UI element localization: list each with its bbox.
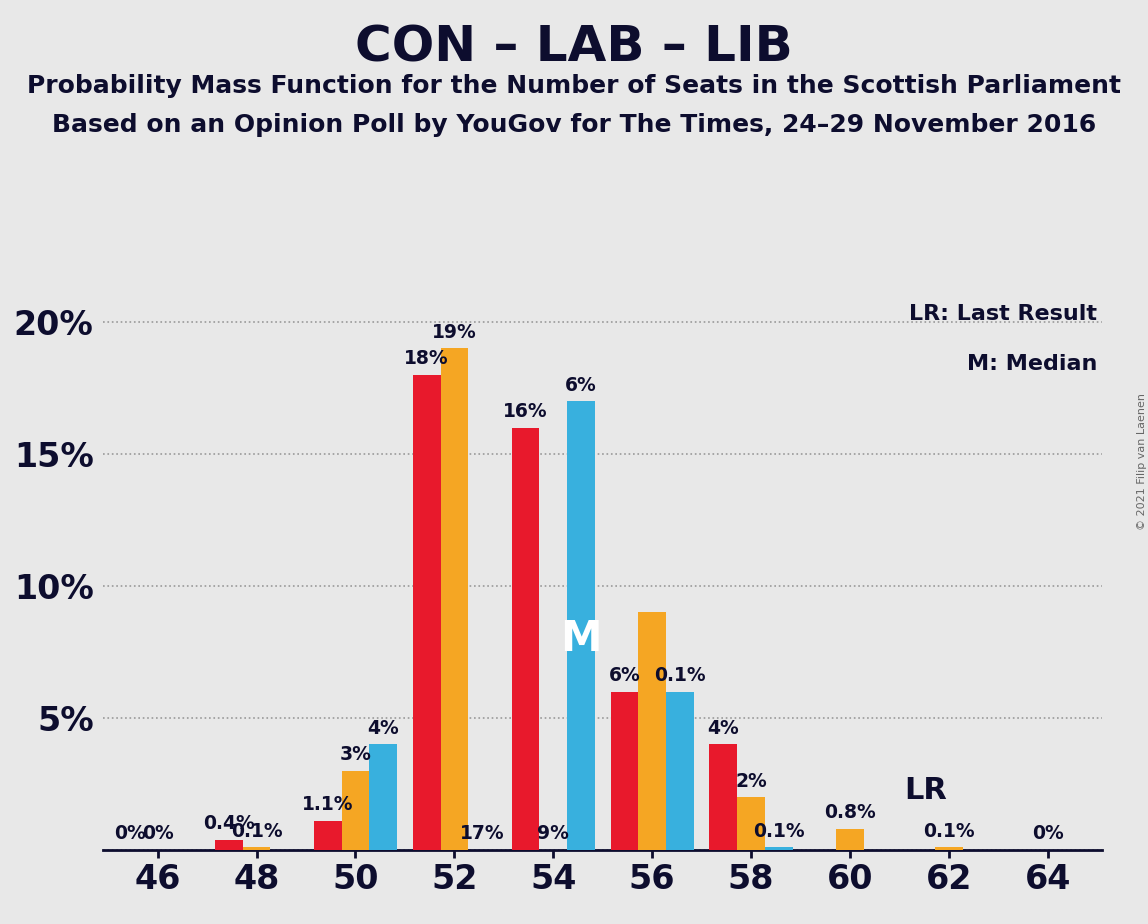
Text: 17%: 17%: [459, 824, 504, 844]
Bar: [765, 847, 792, 850]
Text: 16%: 16%: [503, 402, 548, 421]
Text: LR: Last Result: LR: Last Result: [909, 304, 1097, 324]
Text: 3%: 3%: [340, 746, 372, 764]
Bar: [611, 692, 638, 850]
Text: Probability Mass Function for the Number of Seats in the Scottish Parliament: Probability Mass Function for the Number…: [28, 74, 1120, 98]
Bar: [836, 829, 863, 850]
Text: 18%: 18%: [404, 349, 449, 369]
Text: Based on an Opinion Poll by YouGov for The Times, 24–29 November 2016: Based on an Opinion Poll by YouGov for T…: [52, 113, 1096, 137]
Text: 0.1%: 0.1%: [654, 666, 706, 685]
Text: 0.8%: 0.8%: [824, 803, 876, 822]
Text: 0.1%: 0.1%: [231, 821, 282, 841]
Text: M: Median: M: Median: [967, 354, 1097, 374]
Text: 0%: 0%: [1032, 824, 1063, 844]
Text: 0%: 0%: [142, 824, 173, 844]
Text: 19%: 19%: [432, 322, 476, 342]
Bar: [215, 840, 242, 850]
Bar: [512, 428, 540, 850]
Text: 1.1%: 1.1%: [302, 796, 354, 814]
Text: 4%: 4%: [367, 719, 400, 738]
Text: 6%: 6%: [565, 376, 597, 395]
Bar: [709, 745, 737, 850]
Text: 6%: 6%: [608, 666, 641, 685]
Bar: [934, 847, 963, 850]
Text: 0%: 0%: [114, 824, 146, 844]
Bar: [737, 797, 765, 850]
Text: 2%: 2%: [735, 772, 767, 791]
Bar: [313, 821, 342, 850]
Text: LR: LR: [905, 776, 947, 805]
Bar: [242, 847, 271, 850]
Text: 0.4%: 0.4%: [203, 814, 255, 833]
Bar: [370, 745, 397, 850]
Bar: [413, 375, 441, 850]
Bar: [638, 613, 666, 850]
Bar: [666, 692, 693, 850]
Text: M: M: [560, 618, 602, 660]
Text: 0.1%: 0.1%: [753, 821, 805, 841]
Text: CON – LAB – LIB: CON – LAB – LIB: [355, 23, 793, 71]
Bar: [342, 771, 370, 850]
Text: 0.1%: 0.1%: [923, 821, 975, 841]
Text: 4%: 4%: [707, 719, 739, 738]
Bar: [567, 401, 595, 850]
Bar: [441, 348, 468, 850]
Text: 9%: 9%: [537, 824, 569, 844]
Text: © 2021 Filip van Laenen: © 2021 Filip van Laenen: [1138, 394, 1147, 530]
